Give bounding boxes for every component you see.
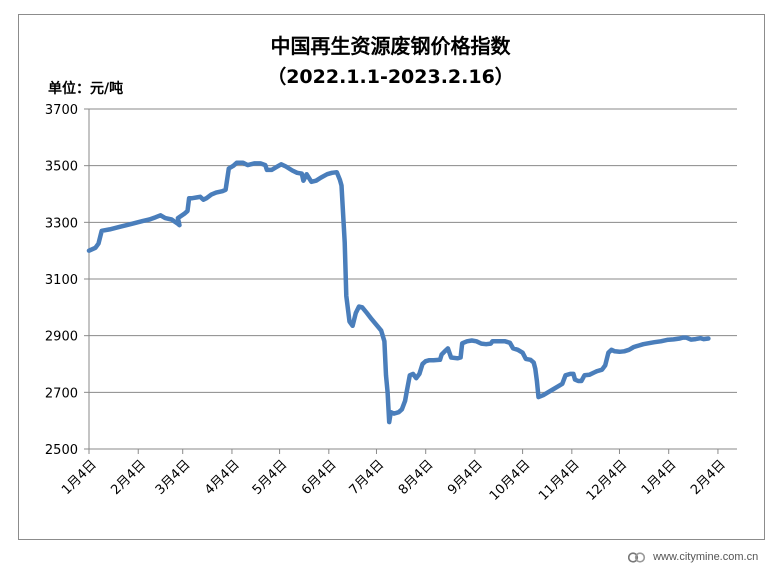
watermark: www.citymine.com.cn: [628, 551, 778, 567]
x-tick-label: 9月4日: [445, 457, 486, 498]
x-tick-label: 6月4日: [299, 457, 340, 498]
grid-lines: [89, 108, 737, 450]
x-tick-label: 2月4日: [108, 457, 149, 498]
y-tick-labels: 2500 2700 2900 3100 3300 3500 3700: [45, 103, 78, 458]
y-tick-label: 3300: [45, 216, 78, 231]
x-tick-label: 4月4日: [202, 457, 243, 498]
y-tick-label: 3500: [45, 160, 78, 175]
x-tick-label: 11月4日: [536, 457, 583, 504]
x-tick-label: 3月4日: [153, 457, 194, 498]
y-tick-label: 2500: [45, 443, 78, 458]
x-tick-label: 5月4日: [250, 457, 291, 498]
axes: [84, 108, 737, 454]
x-tick-label: 10月4日: [487, 457, 534, 504]
x-tick-label: 7月4日: [347, 457, 388, 498]
unit-label: 单位：元/吨: [48, 81, 124, 97]
x-tick-label: 8月4日: [396, 457, 437, 498]
chart-subtitle: （2022.1.1-2023.2.16）: [267, 66, 514, 88]
x-tick-label: 1月4日: [59, 457, 100, 498]
y-tick-label: 2900: [45, 330, 78, 345]
chart-title: 中国再生资源废钢价格指数: [270, 34, 511, 58]
y-tick-label: 3700: [45, 103, 78, 118]
x-tick-label: 12月4日: [584, 457, 631, 504]
watermark-text: www.citymine.com.cn: [653, 551, 759, 564]
citymine-logo-icon: [628, 551, 646, 563]
series-lines: [86, 160, 711, 425]
y-tick-label: 2700: [45, 386, 78, 401]
chart-frame: [18, 14, 765, 540]
x-tick-labels: 1月4日 2月4日 3月4日 4月4日 5月4日 6月4日 7月4日 8月4日 9月4日 10月4…: [59, 457, 729, 504]
series-line: [86, 160, 711, 425]
x-tick-label: 1月4日: [639, 457, 680, 498]
y-tick-label: 3100: [45, 273, 78, 288]
x-tick-label: 2月4日: [688, 457, 729, 498]
